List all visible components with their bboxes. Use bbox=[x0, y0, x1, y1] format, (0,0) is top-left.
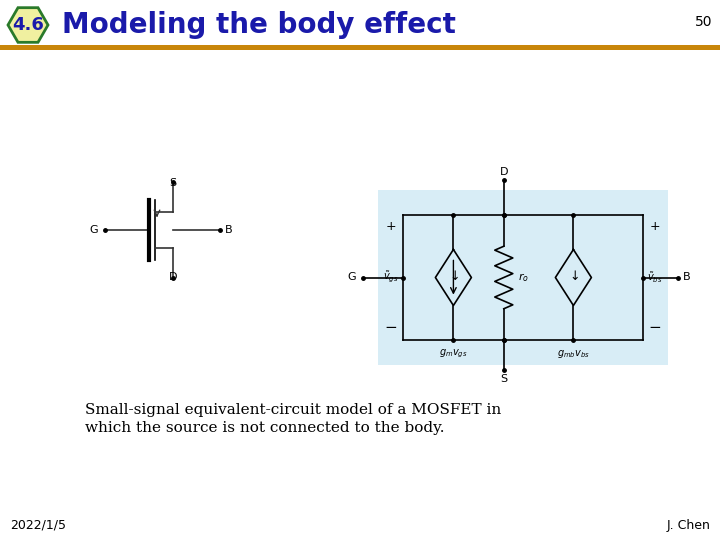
Text: S: S bbox=[500, 374, 508, 384]
Text: 4.6: 4.6 bbox=[12, 16, 44, 34]
Text: −: − bbox=[649, 321, 662, 335]
Text: S: S bbox=[169, 178, 176, 188]
Text: B: B bbox=[683, 273, 690, 282]
Text: +: + bbox=[386, 220, 396, 233]
Text: $r_o$: $r_o$ bbox=[518, 271, 528, 284]
Text: D: D bbox=[168, 272, 177, 282]
Text: $\tilde{v}_{gs}$: $\tilde{v}_{gs}$ bbox=[383, 270, 399, 285]
Text: $\downarrow$: $\downarrow$ bbox=[447, 268, 459, 282]
Text: J. Chen: J. Chen bbox=[666, 518, 710, 531]
Text: $\downarrow$: $\downarrow$ bbox=[567, 268, 580, 282]
Text: G: G bbox=[89, 225, 98, 235]
Text: 2022/1/5: 2022/1/5 bbox=[10, 518, 66, 531]
Bar bbox=[0, 45, 720, 50]
Text: D: D bbox=[500, 167, 508, 177]
Text: −: − bbox=[384, 321, 397, 335]
Text: $g_m v_{gs}$: $g_m v_{gs}$ bbox=[439, 348, 468, 360]
Text: 50: 50 bbox=[695, 15, 712, 29]
Bar bbox=[378, 190, 668, 365]
Text: $g_{mb}v_{bs}$: $g_{mb}v_{bs}$ bbox=[557, 348, 590, 360]
Text: +: + bbox=[649, 220, 660, 233]
Text: which the source is not connected to the body.: which the source is not connected to the… bbox=[85, 421, 444, 435]
Text: B: B bbox=[225, 225, 233, 235]
Text: G: G bbox=[347, 273, 356, 282]
Text: Modeling the body effect: Modeling the body effect bbox=[62, 11, 456, 39]
Polygon shape bbox=[8, 8, 48, 42]
Text: $\tilde{v}_{bs}$: $\tilde{v}_{bs}$ bbox=[647, 270, 663, 285]
Text: Small-signal equivalent-circuit model of a MOSFET in: Small-signal equivalent-circuit model of… bbox=[85, 403, 501, 417]
